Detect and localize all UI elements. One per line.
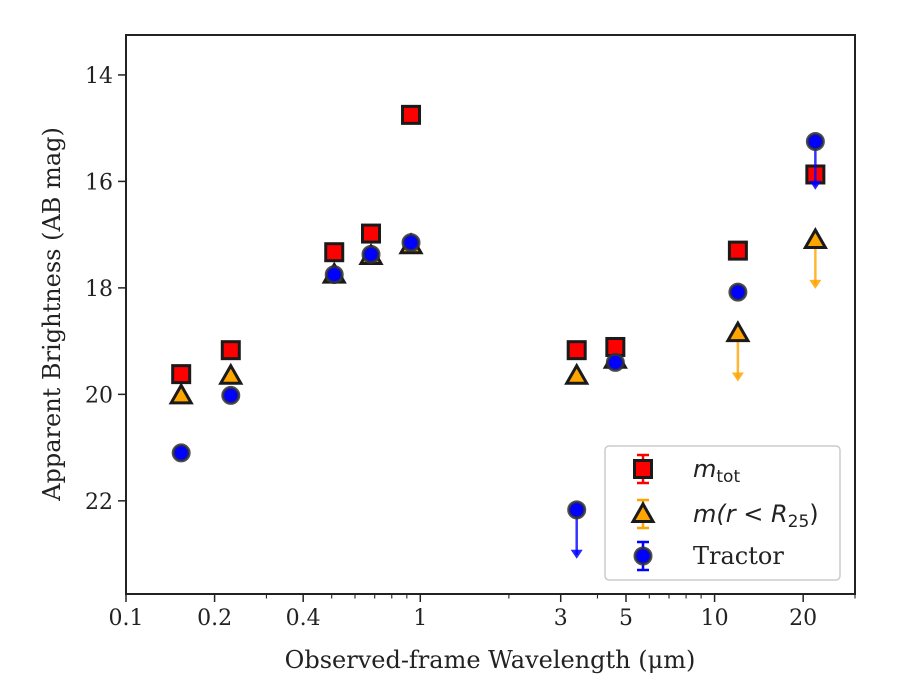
y-tick-label: 14 (85, 64, 113, 89)
x-tick-label: 3 (554, 606, 568, 631)
x-tick-label: 0.1 (109, 606, 144, 631)
y-tick-label: 20 (85, 383, 113, 408)
legend: mtot m(r < R25) Tractor (604, 445, 841, 581)
circle-point (324, 265, 344, 285)
y-tick-label: 22 (85, 490, 113, 515)
triangle-point (725, 320, 751, 343)
circle-point (567, 500, 587, 520)
circle-point (221, 385, 241, 405)
legend-label: Tractor (693, 542, 784, 570)
circle-point (728, 282, 748, 302)
square-point (220, 340, 241, 361)
triangle-point (218, 362, 244, 385)
x-tick-label: 5 (619, 606, 633, 631)
series-mtot (171, 104, 826, 385)
circle-point (361, 244, 381, 264)
y-axis-label: Apparent Brightness (AB mag) (38, 127, 66, 502)
y-tick-label: 18 (85, 277, 113, 302)
triangle-point (168, 382, 194, 405)
circle-point (171, 443, 191, 463)
x-tick-label: 0.2 (197, 606, 232, 631)
square-point (727, 240, 748, 261)
circle-point (401, 233, 421, 253)
y-tick-label: 16 (85, 170, 113, 195)
x-tick-label: 20 (789, 606, 817, 631)
chart-marks (168, 104, 828, 559)
axis-ticks: 0.1 0.2 0.4 1 3 5 10 20 14 16 18 20 22 (85, 64, 856, 631)
series-tractor (171, 131, 825, 559)
legend-marker-triangle (630, 500, 656, 523)
legend-label: mtot (693, 455, 740, 487)
x-axis-label: Observed-frame Wavelength (μm) (285, 646, 696, 674)
x-tick-label: 10 (701, 606, 729, 631)
limit-arrow-head (731, 372, 744, 382)
legend-label: m(r < R25) (693, 500, 819, 532)
legend-marker-circle (633, 546, 653, 566)
legend-marker-square (633, 459, 653, 479)
square-point (401, 104, 422, 125)
plot-frame (125, 34, 856, 595)
x-tick-label: 0.4 (286, 606, 321, 631)
square-point (566, 340, 587, 361)
limit-arrow-head (809, 180, 822, 190)
x-tick-label: 1 (413, 606, 427, 631)
triangle-point (564, 362, 590, 385)
square-point (171, 364, 192, 385)
legend-box (604, 445, 841, 581)
circle-point (805, 131, 825, 151)
square-point (361, 223, 382, 244)
legend-entries: mtot m(r < R25) Tractor (630, 453, 819, 572)
square-point (324, 242, 345, 263)
limit-arrow-head (809, 279, 822, 289)
limit-arrow-head (570, 549, 583, 559)
circle-point (605, 352, 625, 372)
triangle-point (802, 226, 828, 249)
